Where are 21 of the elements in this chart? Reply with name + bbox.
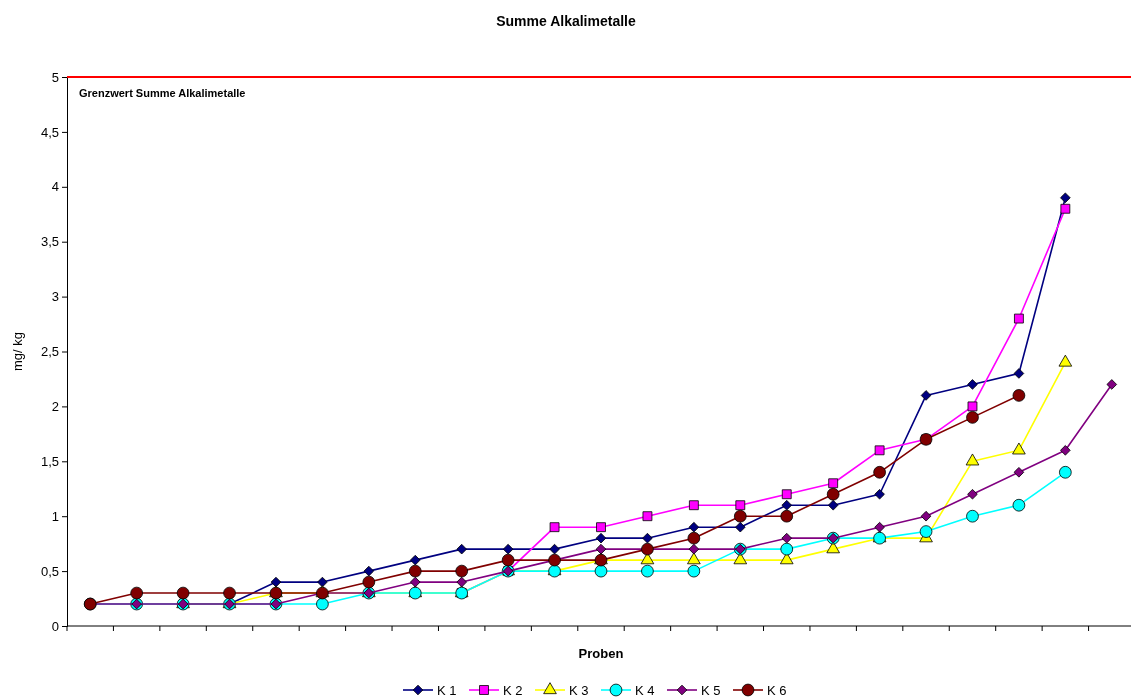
legend-label: K 4 [635,683,655,698]
legend-label: K 1 [437,683,457,698]
legend-label: K 2 [503,683,523,698]
ref-line-label: Grenzwert Summe Alkalimetalle [79,87,246,99]
legend-label: K 3 [569,683,589,698]
y-tick-label: 4,5 [40,124,59,140]
y-tick-label: 1 [51,508,59,524]
y-tick-label: 0,5 [40,563,59,579]
x-axis-title: Proben [578,646,624,661]
legend-label: K 6 [767,683,787,698]
y-tick-label: 4 [51,179,59,195]
y-tick-label: 0 [51,618,59,634]
legend-label: K 5 [701,683,721,698]
y-axis-title: mg/ kg [10,331,25,372]
y-tick-label: 2 [51,399,59,415]
y-tick-label: 3,5 [40,234,59,250]
y-tick-label: 5 [51,69,59,85]
chart-title: Summe Alkalimetalle [496,13,636,29]
y-tick-label: 3 [51,289,59,305]
y-tick-label: 2,5 [40,344,59,360]
y-tick-label: 1,5 [40,453,59,469]
